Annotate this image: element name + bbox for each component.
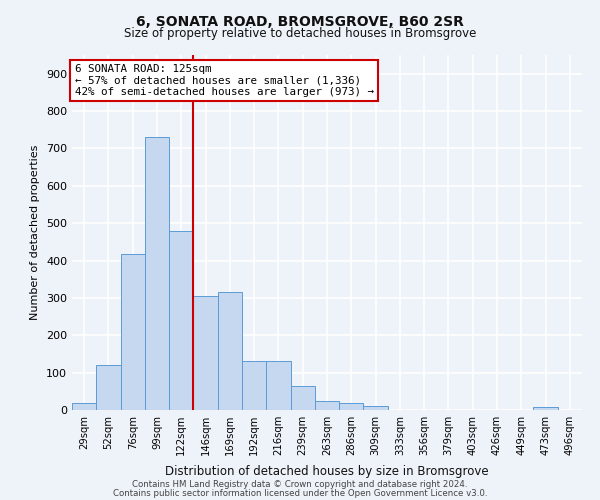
Text: 6, SONATA ROAD, BROMSGROVE, B60 2SR: 6, SONATA ROAD, BROMSGROVE, B60 2SR bbox=[136, 15, 464, 29]
Bar bbox=[339, 404, 364, 410]
Bar bbox=[290, 386, 315, 410]
Bar bbox=[96, 365, 121, 410]
Bar bbox=[533, 407, 558, 410]
Bar bbox=[266, 362, 290, 410]
Text: Size of property relative to detached houses in Bromsgrove: Size of property relative to detached ho… bbox=[124, 28, 476, 40]
Bar bbox=[121, 254, 145, 410]
Bar bbox=[364, 406, 388, 410]
Bar bbox=[169, 232, 193, 410]
Bar bbox=[72, 404, 96, 410]
Bar bbox=[193, 296, 218, 410]
Text: 6 SONATA ROAD: 125sqm
← 57% of detached houses are smaller (1,336)
42% of semi-d: 6 SONATA ROAD: 125sqm ← 57% of detached … bbox=[74, 64, 374, 97]
Bar bbox=[145, 137, 169, 410]
Bar bbox=[315, 400, 339, 410]
Text: Distribution of detached houses by size in Bromsgrove: Distribution of detached houses by size … bbox=[165, 464, 489, 477]
Text: Contains public sector information licensed under the Open Government Licence v3: Contains public sector information licen… bbox=[113, 488, 487, 498]
Bar bbox=[218, 292, 242, 410]
Text: Contains HM Land Registry data © Crown copyright and database right 2024.: Contains HM Land Registry data © Crown c… bbox=[132, 480, 468, 489]
Y-axis label: Number of detached properties: Number of detached properties bbox=[31, 145, 40, 320]
Bar bbox=[242, 362, 266, 410]
